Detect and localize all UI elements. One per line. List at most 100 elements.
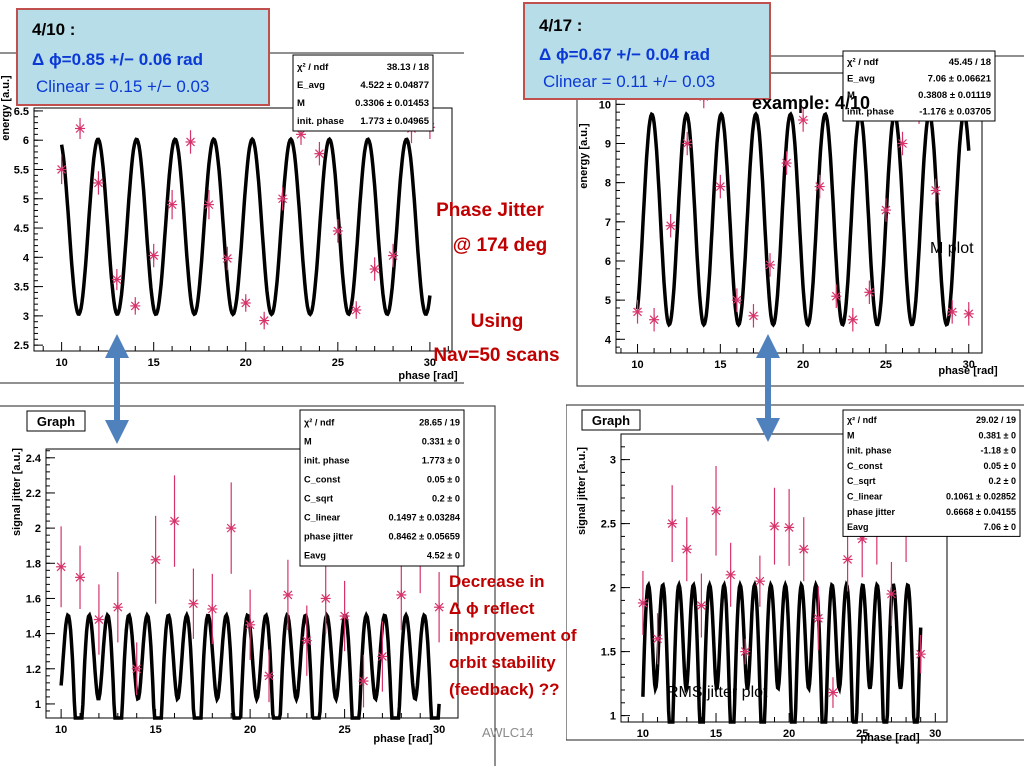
y-tick-label: 1.4 [26,629,42,641]
y-axis-label: energy [a.u.] [0,75,12,141]
data-point [188,568,199,639]
stats-key: C_sqrt [847,476,876,486]
callout-delta-phi: Δ ϕ=0.85 +/− 0.06 rad [32,50,203,69]
chart-svg: 10 15 20 25 30 1 1.2 1.4 1.6 1.8 2 2.2 2.4 phase [rad… [0,405,496,766]
y-tick-label: 10 [599,99,611,111]
data-point [339,580,350,652]
stats-value: 4.52 ± 0 [427,551,460,561]
data-point [185,130,196,154]
stats-key: Eavg [847,522,869,532]
data-point [649,307,660,332]
y-tick-label: 3.5 [14,282,29,294]
stats-key: init. phase [304,456,349,466]
data-point [682,131,693,156]
data-point [226,482,237,574]
stats-value: 0.2 ± 0 [432,494,460,504]
data-point [56,154,67,185]
data-point [897,131,908,156]
x-tick-label: 15 [148,357,160,369]
stats-value: 0.1061 ± 0.02852 [946,492,1016,502]
stats-value: 0.05 ± 0 [984,461,1016,471]
x-tick-label: 10 [631,359,643,371]
data-point [798,517,809,582]
phase-jitter-line2: @ 174 deg [452,235,548,256]
phase-jitter-line1: Phase Jitter [436,200,544,221]
stats-box: χ² / ndf 38.13 / 18 E_avg 4.522 ± 0.04877 M 0… [292,54,434,132]
data-point [203,189,214,220]
stats-key: phase jitter [304,532,353,542]
stats-key: E_avg [847,73,875,84]
x-tick-label: 30 [424,357,436,369]
stats-key: M [297,98,305,109]
y-tick-label: 3 [23,311,29,323]
data-point [434,572,445,643]
stats-key: C_const [847,461,883,471]
data-point [681,517,692,582]
graph-title-box: Graph [581,409,641,431]
y-tick-label: 1 [35,699,41,711]
stats-box: χ² / ndf 29.02 / 19 M 0.381 ± 0 init. phase -… [842,409,1021,537]
y-tick-label: 7 [605,217,611,229]
data-point [915,634,926,674]
stats-value: 0.3808 ± 0.01119 [918,90,991,101]
stats-key: C_linear [847,492,883,502]
stats-key: Eavg [304,551,326,561]
data-point [277,187,288,211]
stats-value: 0.381 ± 0 [979,430,1016,440]
x-tick-label: 30 [433,724,445,736]
chart-svg: 10 15 20 25 30 2.5 3 3.5 4 4.5 5 5.5 6 6.5 phase [rad]… [0,52,464,384]
stats-key: C_linear [304,513,341,523]
x-tick-label: 15 [714,359,726,371]
data-point [784,489,795,566]
stats-frame [299,409,465,567]
data-point [847,307,858,332]
x-tick-label: 25 [856,728,868,740]
data-point [652,613,663,665]
data-point [665,213,676,238]
callout-clinear: Clinear = 0.15 +/− 0.03 [36,77,210,96]
y-tick-label: 5 [605,295,611,307]
x-tick-label: 25 [332,357,344,369]
y-tick-label: 1.5 [601,647,616,659]
data-point [711,466,722,556]
stats-value: 0.331 ± 0 [422,437,460,447]
x-tick-label: 25 [338,724,350,736]
x-tick-label: 30 [963,359,975,371]
y-tick-label: 2.5 [14,340,29,352]
stats-key: phase jitter [847,507,896,517]
data-point [93,584,104,655]
x-tick-label: 20 [783,728,795,740]
data-point [765,253,776,277]
data-point [696,573,707,638]
stats-value: 7.06 ± 0 [984,522,1016,532]
data-point [112,572,123,643]
x-tick-label: 10 [637,728,649,740]
stats-key: χ² / ndf [304,418,335,428]
x-tick-label: 20 [797,359,809,371]
data-point [320,563,331,634]
x-tick-label: 15 [149,724,161,736]
data-point [827,677,838,708]
data-point [358,654,369,708]
y-tick-label: 1.8 [26,558,41,570]
graph-title: Graph [592,413,630,428]
data-point [769,487,780,565]
data-point [886,562,897,626]
stats-value: 0.3306 ± 0.01453 [355,98,429,109]
fit-curve [641,579,923,724]
y-tick-label: 5 [23,194,29,206]
data-point [731,288,742,312]
using-line2: Nav=50 scans [433,345,560,366]
decrease-line3: improvement of [449,626,577,645]
graph-title-frame [581,409,641,431]
y-tick-label: 1.2 [26,664,41,676]
x-tick-label: 25 [880,359,892,371]
data-point [637,570,648,635]
callout-4-10: 4/10 : Δ ϕ=0.85 +/− 0.06 rad Clinear = 0… [16,8,270,106]
data-point [930,178,941,203]
y-axis-label: signal jitter [a.u.] [576,447,588,535]
x-tick-label: 20 [240,357,252,369]
y-tick-label: 4.5 [14,223,29,235]
stats-value: 0.05 ± 0 [427,475,460,485]
